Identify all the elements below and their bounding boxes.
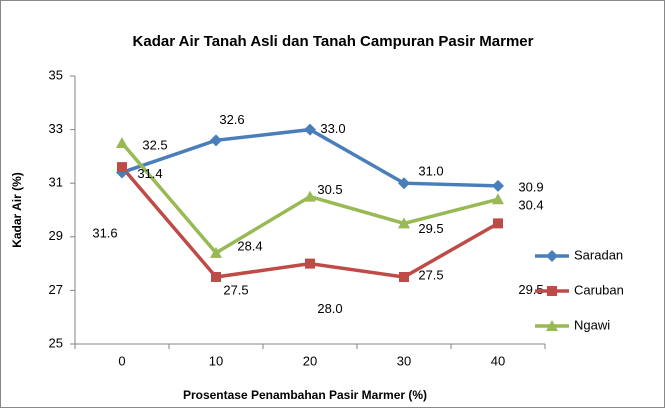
- y-tick-label: 29: [49, 228, 63, 243]
- data-label: 32.5: [142, 137, 167, 152]
- marker: [210, 246, 222, 258]
- data-label: 27.5: [418, 267, 443, 282]
- data-label: 28.0: [317, 301, 342, 316]
- x-tick-label: 10: [209, 353, 223, 368]
- data-label: 28.4: [237, 238, 262, 253]
- legend-label: Ngawi: [574, 317, 610, 332]
- marker: [399, 272, 409, 282]
- x-tick-label: 20: [303, 353, 317, 368]
- chart-title: Kadar Air Tanah Asli dan Tanah Campuran …: [133, 33, 534, 50]
- data-label: 30.9: [518, 179, 543, 194]
- x-tick-label: 0: [118, 353, 125, 368]
- data-label: 32.6: [219, 112, 244, 127]
- marker: [116, 137, 128, 148]
- marker: [210, 134, 222, 147]
- y-tick-label: 33: [49, 121, 63, 136]
- marker: [546, 320, 558, 331]
- marker: [547, 286, 557, 296]
- marker: [304, 190, 316, 202]
- marker: [304, 123, 316, 136]
- y-tick-label: 27: [49, 282, 63, 297]
- marker: [492, 179, 504, 192]
- y-tick-label: 25: [49, 335, 63, 350]
- marker: [117, 162, 127, 173]
- data-label: 31.0: [418, 164, 443, 179]
- marker: [493, 218, 503, 229]
- marker: [398, 217, 410, 229]
- data-label: 29.5: [418, 221, 443, 236]
- data-label: 31.6: [92, 226, 117, 241]
- marker: [492, 193, 504, 205]
- y-tick-label: 35: [49, 67, 63, 82]
- x-axis-label: Prosentase Penambahan Pasir Marmer (%): [183, 388, 427, 402]
- legend-label: Saradan: [574, 247, 623, 262]
- marker: [211, 272, 221, 282]
- marker: [305, 258, 315, 269]
- y-axis-label: Kadar Air (%): [10, 172, 24, 248]
- legend-label: Caruban: [574, 282, 624, 297]
- data-label: 27.5: [223, 282, 248, 297]
- marker: [546, 250, 558, 262]
- y-tick-label: 31: [49, 175, 63, 190]
- data-label: 33.0: [320, 121, 345, 136]
- data-label: 29.5: [518, 282, 543, 297]
- marker: [398, 177, 410, 190]
- x-tick-label: 30: [397, 353, 411, 368]
- data-label: 31.4: [137, 166, 162, 181]
- data-label: 30.4: [518, 198, 543, 213]
- data-label: 30.5: [317, 182, 342, 197]
- x-tick-label: 40: [491, 353, 505, 368]
